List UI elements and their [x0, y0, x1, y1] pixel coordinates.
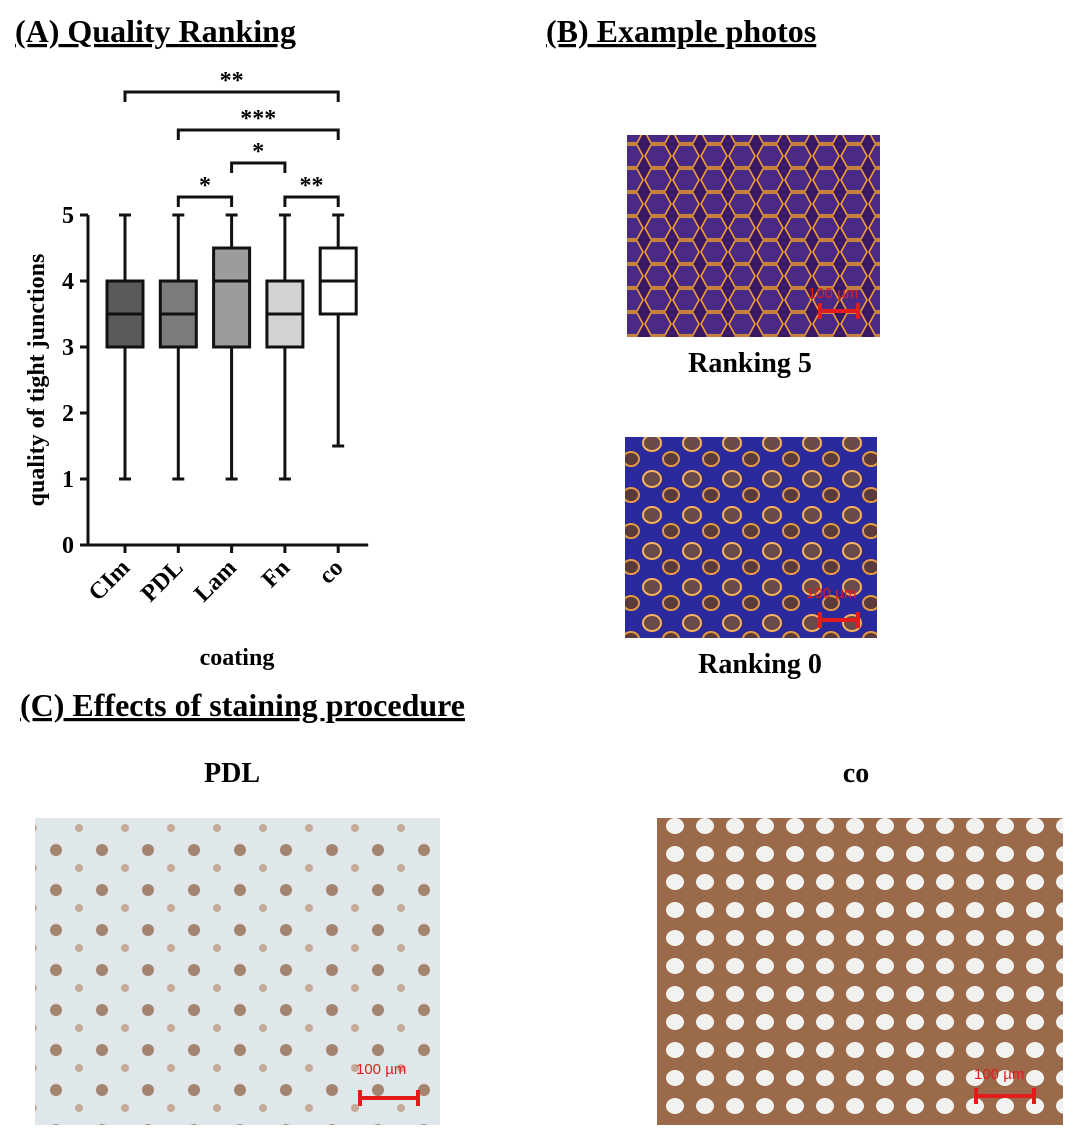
significance-bracket — [283, 195, 340, 207]
significance-label: ** — [300, 173, 324, 199]
y-tick-label: 3 — [62, 335, 74, 361]
photo-caption: Ranking 0 — [698, 649, 822, 680]
y-tick-label: 5 — [62, 203, 74, 229]
y-axis-label: quality of tight junctions — [24, 254, 50, 507]
y-tick-label: 4 — [62, 269, 74, 295]
y-tick-label: 0 — [62, 533, 74, 559]
x-axis-label: coating — [200, 645, 275, 671]
y-tick-label: 2 — [62, 401, 74, 427]
significance-label: * — [252, 139, 264, 165]
x-tick-label: Lam — [190, 555, 242, 607]
scale-label: 100 µm — [974, 1066, 1024, 1083]
x-tick-label: co — [314, 555, 348, 589]
photo — [625, 437, 877, 638]
panel-title: (B) Example photos — [546, 13, 816, 49]
significance-bracket — [176, 128, 340, 140]
significance-bracket — [230, 161, 287, 173]
photo — [627, 135, 880, 337]
x-tick-label: Fn — [257, 555, 295, 593]
photo — [657, 818, 1063, 1125]
panel-title: (A) Quality Ranking — [15, 13, 296, 49]
significance-bracket — [176, 195, 234, 207]
significance-bracket — [123, 90, 340, 102]
photo-caption: PDL — [204, 758, 260, 789]
photo — [35, 818, 440, 1125]
photo-caption: co — [843, 758, 869, 789]
scale-label: 100 µm — [806, 585, 856, 602]
scale-label: 100 µm — [356, 1061, 406, 1078]
significance-label: ** — [220, 68, 244, 94]
significance-label: *** — [240, 106, 276, 132]
box — [212, 246, 252, 349]
panel-title: (C) Effects of staining procedure — [20, 687, 465, 723]
y-tick-label: 1 — [62, 467, 74, 493]
significance-label: * — [199, 173, 211, 199]
photo-caption: Ranking 5 — [688, 348, 812, 379]
x-tick-label: CIm — [84, 555, 135, 606]
scale-label: 100 µm — [808, 285, 858, 302]
scale-bars — [358, 303, 1036, 1106]
x-tick-label: PDL — [136, 555, 188, 607]
